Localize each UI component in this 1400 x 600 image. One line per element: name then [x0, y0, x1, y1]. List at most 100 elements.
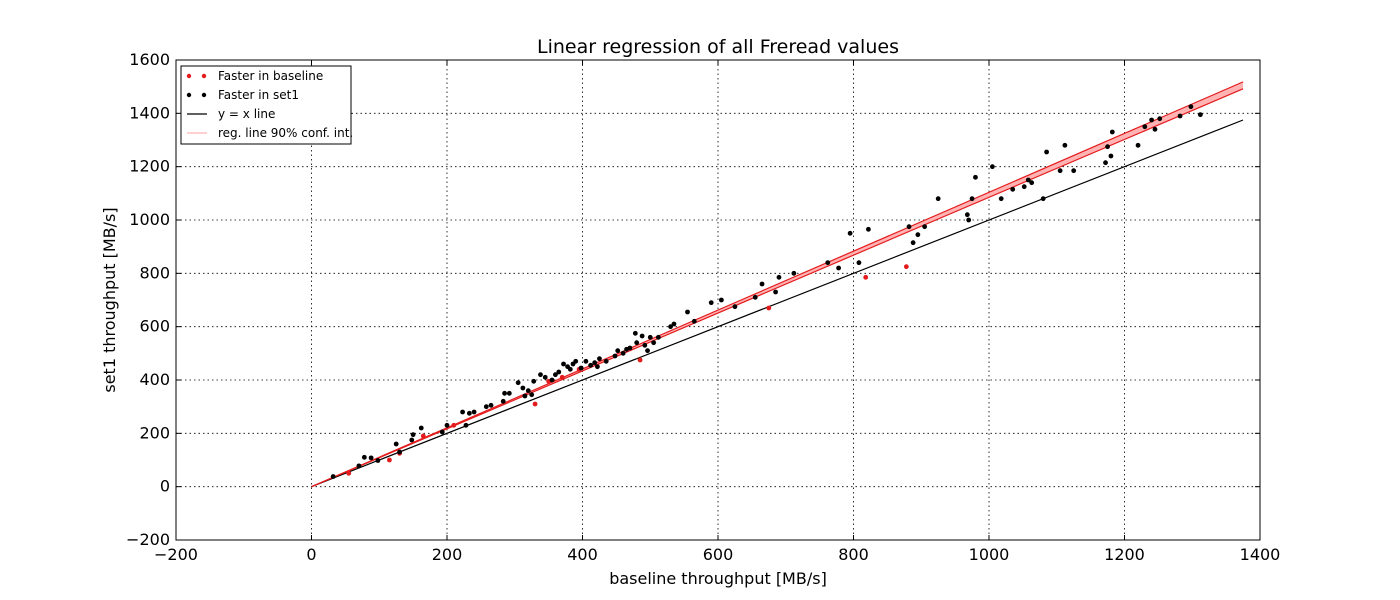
point-faster-in-set1 [620, 350, 626, 356]
point-faster-in-set1 [671, 321, 677, 327]
point-faster-in-set1 [561, 361, 566, 367]
point-faster-in-set1 [588, 362, 594, 368]
point-faster-in-set1 [773, 289, 778, 295]
y-tick-label: 0 [160, 477, 170, 496]
point-faster-in-baseline [346, 470, 352, 476]
point-faster-in-set1 [752, 294, 758, 300]
point-faster-in-set1 [573, 358, 579, 364]
point-faster-in-set1 [460, 409, 465, 415]
point-faster-in-set1 [1149, 117, 1154, 123]
point-faster-in-set1 [361, 454, 367, 460]
point-faster-in-set1 [506, 390, 512, 396]
point-faster-in-set1 [553, 372, 558, 378]
legend-marker [201, 92, 207, 98]
point-faster-in-set1 [655, 334, 661, 340]
point-faster-in-set1 [935, 196, 941, 202]
point-faster-in-set1 [531, 378, 537, 384]
point-faster-in-set1 [1188, 104, 1194, 110]
regression-upper-line [311, 81, 1244, 488]
point-faster-in-set1 [538, 372, 543, 378]
y-tick-label: 1200 [129, 157, 170, 176]
point-faster-in-set1 [1105, 144, 1110, 150]
point-faster-in-set1 [520, 385, 526, 391]
point-faster-in-set1 [1177, 113, 1183, 119]
point-faster-in-set1 [418, 425, 424, 431]
point-faster-in-set1 [597, 356, 602, 362]
y-axis-label: set1 throughput [MB/s] [100, 207, 119, 392]
tick-layer: −200 0 200 400 600 800 1000 1200 1400 −200 0 200 400… [126, 50, 1280, 564]
x-tick-label: 200 [432, 545, 463, 564]
legend-marker [186, 92, 192, 98]
point-faster-in-set1 [866, 226, 871, 232]
chart-title: Linear regression of all Freread values [537, 36, 899, 58]
point-faster-in-baseline [387, 457, 392, 463]
point-faster-in-set1 [642, 342, 648, 348]
point-faster-in-set1 [1040, 196, 1046, 202]
point-faster-in-set1 [488, 402, 494, 408]
point-faster-in-set1 [409, 437, 415, 443]
x-tick-label: 800 [838, 545, 869, 564]
point-faster-in-set1 [825, 260, 831, 266]
point-faster-in-set1 [393, 441, 399, 447]
point-faster-in-set1 [989, 164, 995, 170]
legend: Faster in baseline Faster in set1 y = x li… [180, 65, 353, 145]
y-tick-label: 400 [139, 370, 170, 389]
x-tick-label: 1000 [969, 545, 1010, 564]
legend-label: Faster in set1 [218, 88, 299, 102]
legend-marker [186, 73, 192, 79]
x-tick-label: 0 [306, 545, 316, 564]
point-faster-in-set1 [368, 455, 374, 461]
legend-label: Faster in baseline [218, 69, 323, 83]
point-faster-in-set1 [356, 463, 362, 469]
point-faster-in-set1 [732, 304, 738, 310]
point-faster-in-set1 [759, 281, 765, 287]
point-faster-in-set1 [502, 390, 507, 396]
point-faster-in-set1 [515, 380, 521, 386]
point-faster-in-set1 [1062, 142, 1068, 148]
point-faster-in-set1 [776, 274, 782, 280]
point-faster-in-set1 [915, 232, 921, 238]
point-faster-in-set1 [998, 196, 1004, 202]
point-faster-in-set1 [439, 429, 445, 435]
point-faster-in-set1 [578, 365, 584, 371]
point-faster-in-set1 [1044, 149, 1049, 155]
x-tick-label: 1200 [1104, 545, 1145, 564]
point-faster-in-set1 [910, 240, 916, 246]
point-faster-in-set1 [522, 393, 528, 399]
x-tick-label: 1400 [1240, 545, 1281, 564]
y-tick-label: 1000 [129, 210, 170, 229]
point-faster-in-set1 [627, 345, 633, 351]
point-faster-in-set1 [567, 366, 573, 372]
point-faster-in-set1 [549, 377, 555, 383]
legend-box [180, 65, 352, 145]
line-layer [311, 81, 1244, 488]
point-faster-in-set1 [1157, 116, 1163, 122]
point-faster-in-set1 [1108, 153, 1114, 159]
point-faster-in-set1 [615, 348, 621, 354]
point-faster-in-set1 [592, 360, 598, 366]
y-tick-label: 800 [139, 263, 170, 282]
point-faster-in-set1 [595, 364, 600, 370]
y-tick-label: 1600 [129, 50, 170, 69]
legend-marker [201, 73, 207, 79]
point-faster-in-set1 [529, 392, 535, 398]
point-faster-in-set1 [1057, 168, 1063, 174]
point-faster-in-baseline [766, 305, 772, 311]
point-faster-in-set1 [1142, 124, 1148, 130]
point-faster-in-set1 [856, 260, 862, 266]
point-faster-in-set1 [603, 358, 609, 364]
y-tick-label: 1400 [129, 103, 170, 122]
point-faster-in-set1 [1071, 168, 1077, 174]
point-faster-in-set1 [906, 224, 912, 230]
point-faster-in-set1 [1135, 142, 1141, 148]
point-faster-in-set1 [1021, 184, 1027, 190]
point-faster-in-set1 [463, 422, 469, 428]
point-faster-in-set1 [556, 369, 562, 375]
point-faster-in-set1 [685, 309, 690, 315]
x-tick-label: −200 [154, 545, 198, 564]
grid-layer [176, 60, 1260, 540]
point-faster-in-set1 [471, 409, 477, 415]
point-faster-in-set1 [651, 340, 657, 346]
point-faster-in-set1 [1010, 186, 1016, 192]
